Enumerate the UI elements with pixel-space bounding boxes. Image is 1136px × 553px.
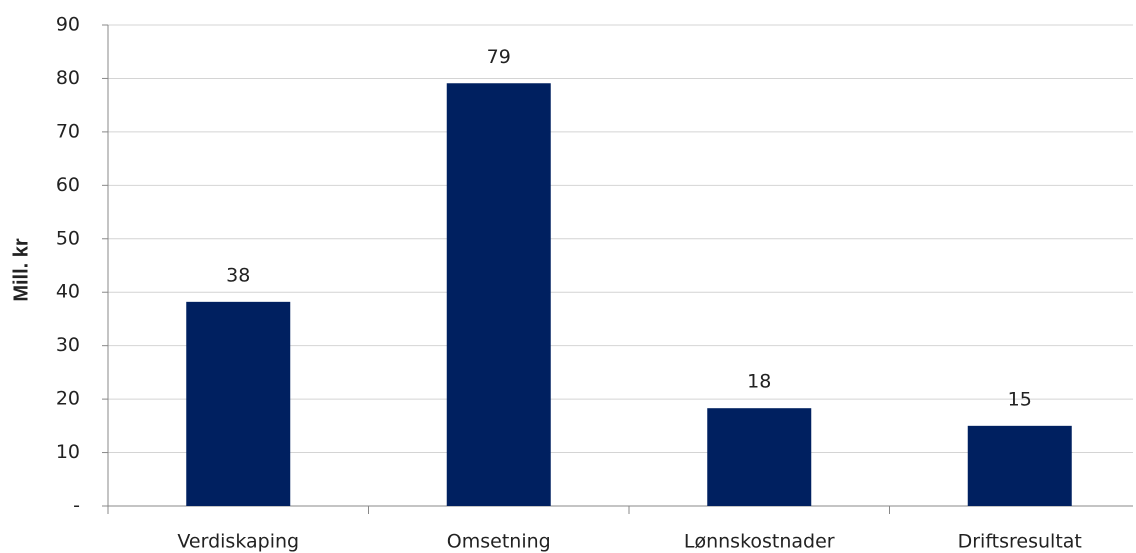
- x-tick-label: Lønnskostnader: [684, 531, 835, 553]
- y-tick-label: 10: [56, 441, 80, 463]
- bar: [967, 425, 1072, 506]
- y-tick-label: 20: [56, 388, 80, 410]
- data-label: 15: [1008, 388, 1032, 410]
- bar: [707, 408, 812, 506]
- y-tick-label: 30: [56, 334, 80, 356]
- data-label: 79: [487, 46, 511, 68]
- data-label: 38: [226, 264, 250, 286]
- y-tick-label: 80: [56, 67, 80, 89]
- x-tick-label: Verdiskaping: [177, 531, 299, 553]
- y-tick-label: 40: [56, 281, 80, 303]
- y-tick-label: -: [73, 495, 80, 517]
- y-tick-label: 60: [56, 174, 80, 196]
- bar: [446, 83, 551, 506]
- y-tick-label: 70: [56, 120, 80, 142]
- y-tick-label: 90: [56, 14, 80, 36]
- x-tick-label: Omsetning: [447, 531, 551, 553]
- data-label: 18: [747, 371, 771, 393]
- x-tick-label: Driftsresultat: [958, 531, 1082, 553]
- y-tick-label: 50: [56, 227, 80, 249]
- bar: [186, 301, 291, 506]
- y-axis-label: Mill. kr: [10, 238, 32, 302]
